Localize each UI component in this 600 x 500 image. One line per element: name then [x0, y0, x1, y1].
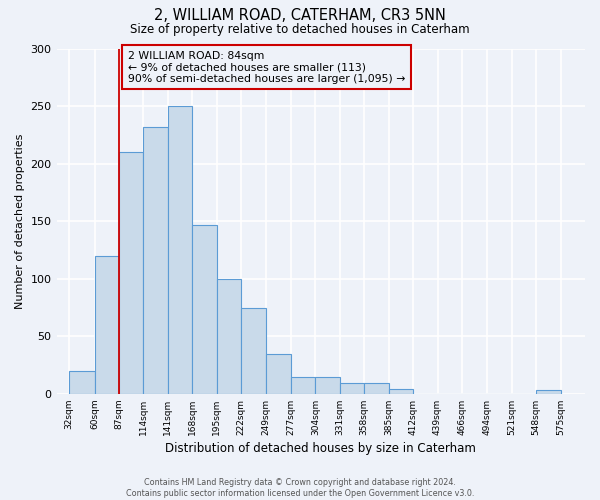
X-axis label: Distribution of detached houses by size in Caterham: Distribution of detached houses by size …	[166, 442, 476, 455]
Bar	[217, 279, 241, 394]
Text: 2, WILLIAM ROAD, CATERHAM, CR3 5NN: 2, WILLIAM ROAD, CATERHAM, CR3 5NN	[154, 8, 446, 22]
Bar	[143, 127, 168, 394]
Bar	[536, 390, 560, 394]
Bar	[364, 384, 389, 394]
Bar	[241, 308, 266, 394]
Text: Contains HM Land Registry data © Crown copyright and database right 2024.
Contai: Contains HM Land Registry data © Crown c…	[126, 478, 474, 498]
Bar	[192, 225, 217, 394]
Bar	[95, 256, 119, 394]
Bar	[291, 376, 316, 394]
Bar	[389, 389, 413, 394]
Bar	[168, 106, 192, 394]
Y-axis label: Number of detached properties: Number of detached properties	[15, 134, 25, 309]
Bar	[266, 354, 291, 394]
Text: 2 WILLIAM ROAD: 84sqm
← 9% of detached houses are smaller (113)
90% of semi-deta: 2 WILLIAM ROAD: 84sqm ← 9% of detached h…	[128, 50, 405, 84]
Text: Size of property relative to detached houses in Caterham: Size of property relative to detached ho…	[130, 22, 470, 36]
Bar	[119, 152, 143, 394]
Bar	[316, 376, 340, 394]
Bar	[340, 384, 364, 394]
Bar	[69, 371, 95, 394]
